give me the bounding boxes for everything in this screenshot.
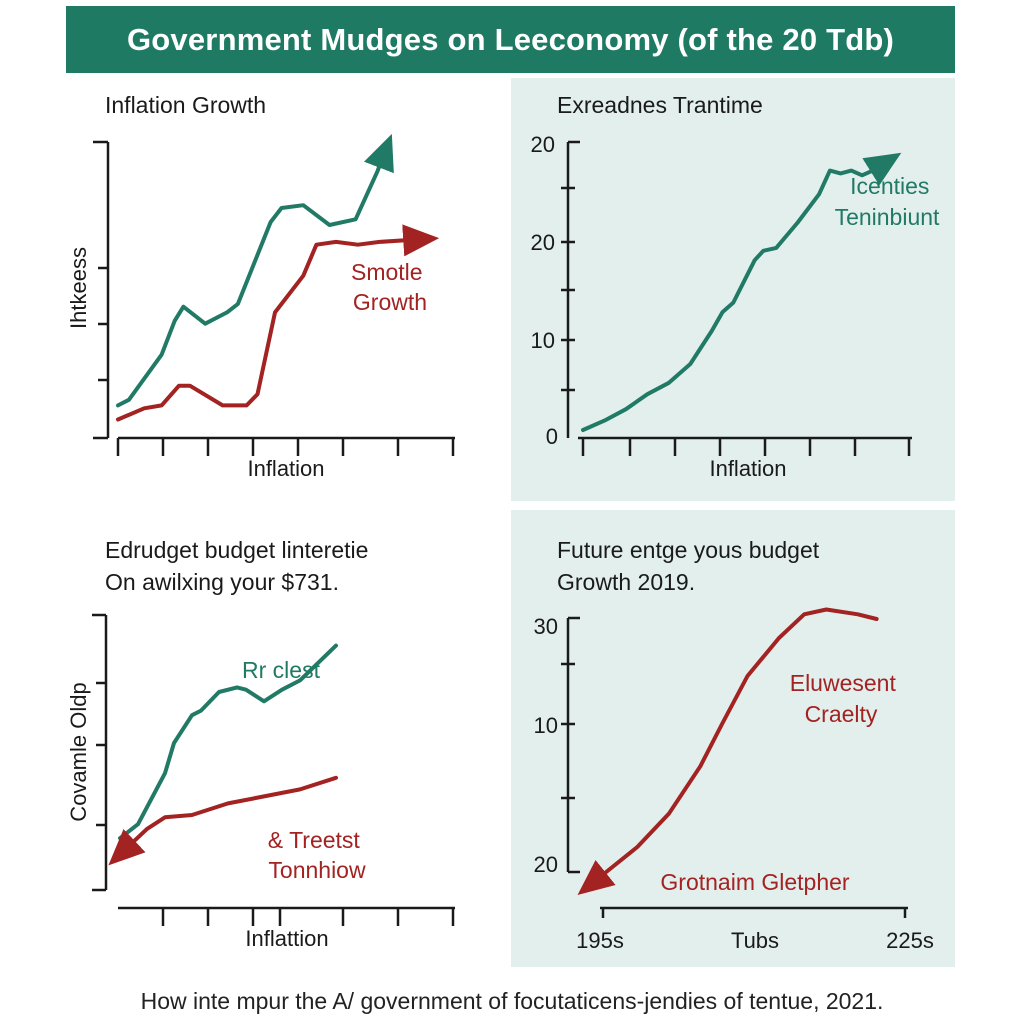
chart-2-x-label: Inflation <box>709 456 786 481</box>
chart-1-series-green <box>116 133 394 408</box>
chart-3-annotation-red-line-1: & Treetst <box>268 827 361 853</box>
chart-4-title: Future entge yous budget <box>557 537 820 563</box>
chart-2-series-green <box>581 152 902 432</box>
chart-4-series-red <box>577 607 879 896</box>
chart-4-y-axis <box>561 616 580 874</box>
chart-3-y-axis <box>92 613 108 892</box>
chart-3-series-green <box>118 643 338 841</box>
chart-4-x-axis <box>600 906 908 918</box>
chart-1-annotation-line-1: Smotle <box>351 259 423 285</box>
chart-3-subtitle: On awilxing your $731. <box>105 569 339 595</box>
chart-4: Future entge yous budget Growth 2019. 30… <box>534 537 934 953</box>
chart-3-annotation-red-line-2: Tonnhiow <box>268 857 366 883</box>
chart-3-annotation-red: & Treetst Tonnhiow <box>268 827 366 883</box>
chart-3-annotation-green: Rr clest <box>242 657 321 683</box>
chart-3: Edrudget budget linteretie On awilxing y… <box>66 537 455 951</box>
chart-4-subtitle: Growth 2019. <box>557 569 695 595</box>
chart-1-annotation: Smotle Growth <box>351 259 429 315</box>
chart-3-series-red <box>108 775 338 866</box>
chart-1: Inflation Growth Inflation Ihtkeess Smot… <box>66 92 455 481</box>
chart-1-annotation-line-2: Growth <box>353 289 427 315</box>
chart-4-annotation-bottom: Grotnaim Gletpher <box>660 869 850 895</box>
chart-1-x-axis <box>116 436 455 456</box>
chart-3-x-label: Inflattion <box>245 926 328 951</box>
chart-4-annotation-line-2: Craelty <box>805 701 878 727</box>
chart-3-y-label: Covamle Oldp <box>66 682 91 821</box>
chart-2-y-tick: 10 <box>531 328 555 353</box>
chart-2-annotation: Icenties Teninbiunt <box>835 173 940 230</box>
chart-2-y-tick: 20 <box>531 230 555 255</box>
chart-1-series-red <box>116 224 440 422</box>
chart-1-title: Inflation Growth <box>105 92 266 118</box>
chart-2: Exreadnes Trantime 20 20 10 0 Inflation <box>531 92 941 481</box>
chart-4-y-tick: 30 <box>534 614 558 639</box>
chart-3-title: Edrudget budget linteretie <box>105 537 368 563</box>
chart-4-x-tick: 225s <box>886 928 934 953</box>
chart-4-x-tick: 195s <box>576 928 624 953</box>
chart-4-y-tick: 20 <box>534 852 558 877</box>
banner-title: Government Mudges on Leeconomy (of the 2… <box>66 6 955 73</box>
chart-2-annotation-line-1: Icenties <box>850 173 929 199</box>
chart-4-y-tick: 10 <box>534 713 558 738</box>
chart-1-x-label: Inflation <box>247 456 324 481</box>
chart-1-y-axis <box>93 140 110 440</box>
chart-2-y-tick: 20 <box>531 132 555 157</box>
chart-4-annotation-line-1: Eluwesent <box>790 670 897 696</box>
chart-2-y-tick: 0 <box>546 424 558 449</box>
chart-2-y-axis <box>561 140 580 438</box>
chart-2-title: Exreadnes Trantime <box>557 92 763 118</box>
footer-caption: How inte mpur the A/ government of focut… <box>140 988 884 1014</box>
chart-2-annotation-line-2: Teninbiunt <box>835 204 940 230</box>
chart-1-y-label: Ihtkeess <box>66 247 91 329</box>
chart-4-x-tick: Tubs <box>731 928 779 953</box>
chart-3-x-axis <box>118 906 455 926</box>
chart-4-annotation: Eluwesent Craelty <box>790 670 903 727</box>
chart-2-x-axis <box>578 436 912 456</box>
